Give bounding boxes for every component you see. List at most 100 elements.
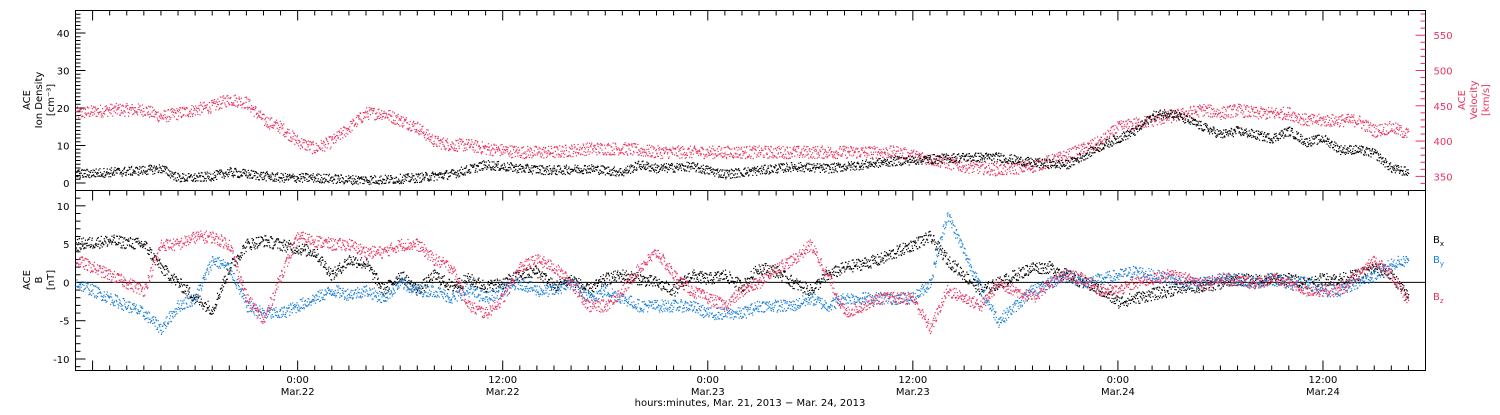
top-right-tick-label: 400	[1434, 137, 1453, 148]
density-point	[661, 167, 662, 168]
velocity-point	[831, 151, 832, 152]
velocity-point	[900, 153, 901, 154]
velocity-point	[1177, 109, 1178, 110]
velocity-point	[374, 108, 375, 109]
velocity-point	[212, 100, 213, 101]
velocity-point	[785, 154, 786, 155]
velocity-point	[1182, 111, 1183, 112]
velocity-point	[438, 138, 439, 139]
velocity-point	[698, 155, 699, 156]
density-point	[122, 176, 123, 177]
velocity-point	[1211, 105, 1212, 106]
velocity-point	[484, 148, 485, 149]
velocity-point	[482, 151, 483, 152]
density-point	[308, 174, 309, 175]
velocity-point	[1308, 116, 1309, 117]
velocity-point	[1171, 122, 1172, 123]
velocity-point	[1039, 170, 1040, 171]
velocity-point	[269, 126, 270, 127]
density-point	[464, 168, 465, 169]
velocity-point	[893, 145, 894, 146]
velocity-point	[1222, 112, 1223, 113]
density-point	[179, 175, 180, 176]
velocity-point	[872, 157, 873, 158]
velocity-point	[660, 158, 661, 159]
density-point	[88, 171, 89, 172]
velocity-point	[1394, 133, 1395, 134]
velocity-point	[121, 110, 122, 111]
velocity-point	[174, 110, 175, 111]
velocity-point	[1311, 118, 1312, 119]
velocity-point	[1366, 122, 1367, 123]
velocity-point	[889, 156, 890, 157]
density-point	[295, 180, 296, 181]
velocity-point	[402, 126, 403, 127]
density-point	[306, 173, 307, 174]
density-point	[396, 177, 397, 178]
density-point	[192, 176, 193, 177]
density-point	[472, 164, 473, 165]
density-point	[229, 169, 230, 170]
density-point	[135, 171, 136, 172]
velocity-point	[397, 123, 398, 124]
density-point	[537, 172, 538, 173]
velocity-point	[420, 133, 421, 134]
velocity-point	[203, 108, 204, 109]
velocity-point	[149, 117, 150, 118]
velocity-point	[1002, 172, 1003, 173]
density-point	[113, 171, 114, 172]
density-point	[419, 174, 420, 175]
velocity-point	[848, 147, 849, 148]
velocity-point	[108, 109, 109, 110]
velocity-point	[158, 112, 159, 113]
velocity-point	[80, 114, 81, 115]
velocity-point	[787, 147, 788, 148]
velocity-point	[1144, 127, 1145, 128]
velocity-point	[968, 173, 969, 174]
velocity-point	[1069, 148, 1070, 149]
density-point	[79, 178, 80, 179]
velocity-point	[800, 152, 801, 153]
velocity-point	[157, 119, 158, 120]
velocity-point	[933, 164, 934, 165]
density-point	[80, 177, 81, 178]
velocity-point	[401, 117, 402, 118]
velocity-point	[1209, 107, 1210, 108]
velocity-point	[578, 153, 579, 154]
velocity-point	[915, 153, 916, 154]
velocity-point	[591, 144, 592, 145]
velocity-point	[306, 141, 307, 142]
velocity-point	[1130, 130, 1131, 131]
velocity-point	[195, 105, 196, 106]
velocity-point	[756, 150, 757, 151]
velocity-point	[1196, 111, 1197, 112]
density-point	[220, 174, 221, 175]
velocity-point	[964, 165, 965, 166]
velocity-point	[292, 130, 293, 131]
velocity-point	[783, 158, 784, 159]
density-point	[520, 164, 521, 165]
velocity-point	[517, 156, 518, 157]
velocity-point	[687, 155, 688, 156]
velocity-point	[1399, 127, 1400, 128]
velocity-point	[444, 146, 445, 147]
density-point	[196, 180, 197, 181]
velocity-point	[267, 124, 268, 125]
velocity-point	[1296, 120, 1297, 121]
velocity-point	[818, 152, 819, 153]
velocity-point	[78, 117, 79, 118]
density-point	[563, 173, 564, 174]
velocity-point	[681, 147, 682, 148]
velocity-point	[1304, 113, 1305, 114]
velocity-point	[1237, 114, 1238, 115]
density-point	[390, 175, 391, 176]
velocity-point	[1389, 123, 1390, 124]
velocity-point	[1386, 130, 1387, 131]
velocity-point	[1015, 164, 1016, 165]
velocity-point	[1072, 147, 1073, 148]
velocity-point	[561, 153, 562, 154]
velocity-point	[372, 110, 373, 111]
velocity-point	[458, 143, 459, 144]
velocity-point	[880, 149, 881, 150]
velocity-point	[172, 111, 173, 112]
